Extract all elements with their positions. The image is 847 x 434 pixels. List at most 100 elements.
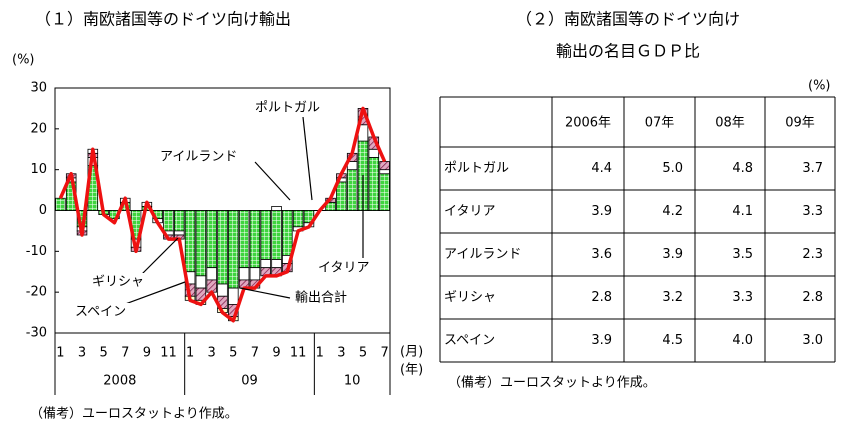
x-tick-label: 7 [380, 346, 388, 361]
row-label: イタリア [444, 204, 495, 219]
table-unit: (%) [808, 79, 831, 94]
bar-segment [271, 259, 282, 269]
annotation: ポルトガル [255, 101, 320, 116]
bar-segment [195, 210, 207, 277]
x-unit-month: (月) [400, 345, 423, 360]
table-cell: 2.3 [802, 247, 823, 262]
row-label: ポルトガル [444, 161, 509, 176]
chart-note: （備考）ユーロスタットより作成。 [30, 406, 238, 422]
leader-line [302, 116, 313, 201]
bar-segment [292, 210, 304, 228]
bar-segment [238, 267, 250, 281]
bar-segment [260, 259, 271, 269]
x-tick-label: 11 [160, 346, 177, 361]
x-tick-label: 7 [251, 346, 259, 361]
x-tick-label: 3 [337, 346, 345, 361]
y-tick-label: -30 [26, 326, 47, 341]
x-tick-label: 1 [56, 346, 64, 361]
y-tick-label: 30 [30, 81, 47, 96]
table-header: 2006年 [565, 116, 611, 131]
label-bg [158, 148, 246, 166]
y-tick-label: 10 [30, 162, 47, 177]
y-unit: (%) [12, 53, 35, 68]
table-cell: 3.6 [591, 247, 612, 262]
bar-segment [163, 210, 174, 232]
bar-segment [346, 169, 358, 211]
table-note: （備考）ユーロスタットより作成。 [448, 375, 656, 391]
table-cell: 2.8 [802, 290, 823, 305]
table-cell: 3.7 [802, 161, 823, 176]
bar-segment [217, 210, 228, 285]
table-cell: 4.4 [591, 161, 612, 176]
table-header: 08年 [715, 116, 745, 131]
annotation: イタリア [318, 261, 369, 276]
label-bg [253, 99, 327, 117]
table-cell: 3.3 [802, 204, 823, 219]
table-cell: 4.1 [732, 204, 753, 219]
leader-line [119, 281, 186, 307]
y-tick-label: -20 [26, 285, 47, 300]
label-bg [293, 289, 353, 307]
table-header: 09年 [785, 116, 815, 131]
table-cell: 3.2 [662, 290, 683, 305]
bar-segment [271, 210, 282, 260]
bar-segment [55, 197, 66, 211]
bar-segment [195, 275, 207, 289]
x-tick-label: 1 [186, 346, 194, 361]
x-tick-label: 5 [99, 346, 107, 361]
y-tick-label: 0 [39, 203, 47, 218]
x-tick-label: 3 [208, 346, 216, 361]
bar-segment [206, 210, 217, 269]
x-tick-label: 11 [290, 346, 307, 361]
x-tick-label: 9 [143, 346, 151, 361]
year-label: 2008 [103, 374, 136, 389]
bar-segment [206, 279, 217, 293]
bar-segment [368, 148, 380, 158]
annotation: 輸出合計 [295, 290, 347, 306]
leader-line [139, 237, 179, 277]
x-tick-label: 1 [316, 346, 324, 361]
annotation: スペイン [75, 305, 126, 320]
x-tick-label: 3 [78, 346, 86, 361]
leader-line [239, 287, 291, 299]
bar-segment [206, 267, 217, 281]
table-title: （２）南欧諸国等のドイツ向け [516, 10, 740, 29]
table-cell: 4.8 [732, 161, 753, 176]
table-cell: 3.0 [802, 333, 823, 348]
table-cell: 3.5 [732, 247, 753, 262]
bar-segment [238, 210, 250, 269]
annotation: ギリシャ [92, 275, 144, 290]
bar-segment [336, 181, 347, 211]
bar-segment [249, 210, 261, 269]
leader-line [254, 161, 291, 201]
table-title: 輸出の名目ＧＤＰ比 [556, 42, 700, 61]
bar-segment [174, 210, 185, 232]
table-cell: 3.3 [732, 290, 753, 305]
bar-segment [260, 210, 271, 260]
row-label: ギリシャ [444, 290, 496, 305]
x-tick-label: 5 [229, 346, 237, 361]
table-cell: 3.9 [591, 333, 612, 348]
bar-segment [379, 173, 390, 211]
x-tick-label: 7 [121, 346, 129, 361]
bar-segment [282, 210, 293, 256]
year-label: 10 [344, 374, 361, 389]
y-tick-label: 20 [30, 121, 47, 136]
x-tick-label: 9 [272, 346, 280, 361]
bar-segment [228, 210, 239, 289]
table-cell: 4.0 [732, 333, 753, 348]
bar-segment [379, 161, 390, 171]
table-cell: 4.2 [662, 204, 683, 219]
total-line [58, 106, 387, 323]
table-cell: 2.8 [591, 290, 612, 305]
label-bg [73, 303, 133, 321]
x-tick-label: 5 [359, 346, 367, 361]
row-label: スペイン [444, 333, 495, 348]
table-cell: 4.5 [662, 333, 683, 348]
row-label: アイルランド [444, 247, 521, 262]
table-cell: 3.9 [662, 247, 683, 262]
bar-segment [368, 157, 380, 211]
annotation: アイルランド [160, 150, 237, 165]
table-cell: 5.0 [662, 161, 683, 176]
